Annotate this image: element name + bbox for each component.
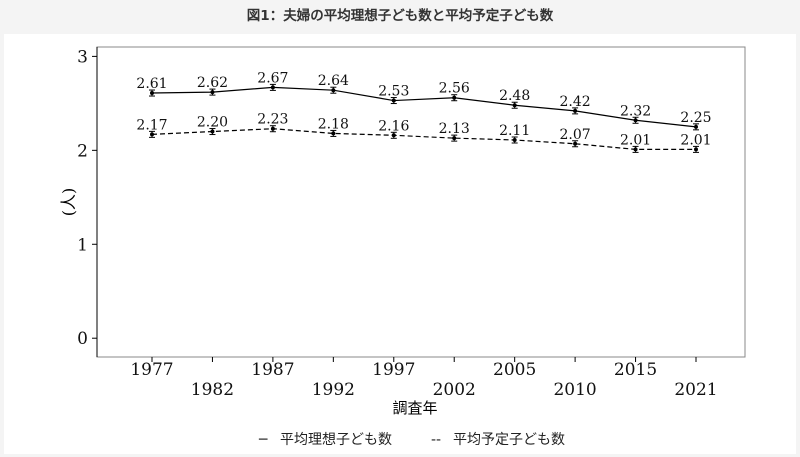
legend: ─ 平均理想子ども数 -- 平均予定子ども数 — [258, 432, 565, 448]
data-point — [633, 147, 638, 152]
series-line-planned — [151, 128, 696, 150]
data-label: 2.61 — [136, 76, 167, 92]
data-point — [694, 147, 698, 152]
data-point — [452, 95, 457, 100]
chart-title: 図1：夫婦の平均理想子ども数と平均予定子ども数 — [246, 8, 554, 24]
plot-frame — [96, 46, 746, 358]
data-point — [331, 131, 336, 136]
x-tick-label: 1977 — [130, 360, 173, 380]
data-point — [210, 129, 215, 134]
x-axis-label: 調査年 — [392, 399, 437, 417]
line-chart: (人) 調査年 0 1 2 3 1977 1982 1987 1992 1997 2002 2005… — [59, 46, 746, 448]
data-point — [210, 90, 215, 95]
legend-symbol-ideal: ─ — [258, 432, 268, 448]
data-label: 2.18 — [318, 116, 349, 132]
data-point — [150, 132, 154, 137]
series-line-ideal — [151, 86, 697, 128]
data-point — [391, 133, 396, 138]
x-tick-label: 1982 — [191, 380, 234, 400]
data-point — [512, 103, 517, 108]
data-label: 2.23 — [257, 112, 288, 128]
y-tick-label: 3 — [77, 47, 88, 67]
x-tick-label: 2021 — [674, 380, 717, 400]
x-tick-label: 1987 — [251, 360, 294, 380]
data-label: 2.01 — [620, 132, 651, 148]
data-label: 2.11 — [499, 123, 530, 139]
chart-panel: (人) 調査年 0 1 2 3 1977 1982 1987 1992 1997 2002 2005… — [4, 34, 796, 454]
data-label: 2.48 — [499, 88, 530, 104]
data-point — [391, 98, 396, 103]
legend-label-planned: 平均予定子ども数 — [453, 432, 565, 448]
data-label: 2.20 — [197, 115, 228, 131]
data-label: 2.53 — [378, 84, 409, 100]
data-label: 2.42 — [560, 94, 591, 110]
data-label: 2.67 — [257, 70, 288, 86]
x-tick-label: 2005 — [493, 360, 536, 380]
legend-symbol-planned: -- — [431, 432, 441, 448]
data-label: 2.32 — [620, 103, 651, 119]
data-point — [573, 141, 578, 146]
data-point — [512, 138, 517, 142]
data-label: 2.25 — [680, 110, 711, 126]
data-point — [270, 85, 275, 90]
data-point — [270, 126, 275, 131]
y-tick-label: 2 — [77, 141, 88, 161]
data-point — [150, 91, 154, 96]
data-point — [633, 118, 638, 123]
data-label: 2.64 — [318, 73, 349, 89]
y-tick-label: 0 — [77, 329, 88, 349]
x-tick-label: 2002 — [433, 380, 476, 400]
data-point — [573, 108, 578, 113]
data-label: 2.07 — [560, 127, 591, 143]
x-tick-label: 2015 — [614, 360, 657, 380]
data-label: 2.01 — [680, 132, 711, 148]
data-label: 2.56 — [439, 81, 470, 97]
data-point — [452, 136, 457, 141]
data-point — [331, 88, 336, 93]
data-point — [694, 124, 698, 129]
data-label: 2.13 — [439, 121, 470, 137]
legend-label-ideal: 平均理想子ども数 — [280, 432, 392, 448]
x-tick-label: 1992 — [312, 380, 355, 400]
data-label: 2.62 — [197, 75, 228, 91]
data-label: 2.17 — [136, 117, 167, 133]
data-label: 2.16 — [378, 118, 409, 134]
y-tick-label: 1 — [77, 235, 88, 255]
y-axis-label: (人) — [59, 188, 78, 217]
x-tick-label: 1997 — [372, 360, 415, 380]
x-tick-label: 2010 — [553, 380, 596, 400]
